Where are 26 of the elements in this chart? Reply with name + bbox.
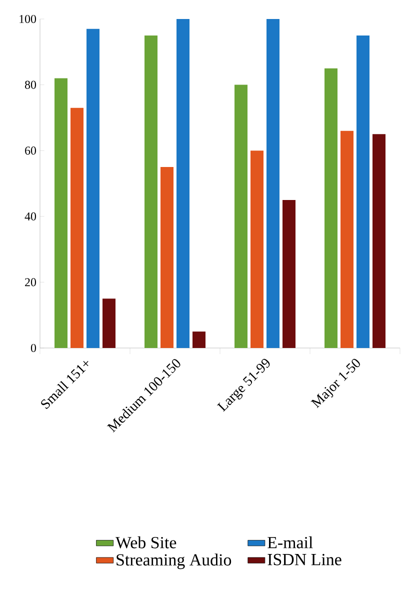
y-tick-label: 0 <box>30 344 36 352</box>
bar <box>266 18 280 348</box>
bar <box>234 84 248 348</box>
bar <box>70 108 84 348</box>
bar <box>324 68 338 348</box>
bar <box>356 35 370 348</box>
bar <box>54 78 68 348</box>
bar <box>102 298 116 348</box>
bar <box>340 130 354 348</box>
y-tick-label: 100 <box>20 14 36 24</box>
bar <box>160 167 174 348</box>
y-tick-label: 40 <box>24 212 36 220</box>
y-tick-label: 80 <box>24 80 36 89</box>
bar <box>372 134 386 348</box>
legend-label: Web Site <box>116 536 176 548</box>
bar <box>192 332 206 348</box>
bar <box>282 200 296 348</box>
bar <box>86 28 100 348</box>
bar <box>176 18 190 348</box>
bar <box>144 35 158 348</box>
y-tick-label: 60 <box>25 146 36 155</box>
legend-label: E-mail <box>268 536 313 548</box>
y-tick-label: 20 <box>25 278 36 286</box>
legend-label: Streaming Audio <box>116 554 232 570</box>
legend-label: ISDN Line <box>268 554 342 566</box>
bar <box>250 150 264 348</box>
